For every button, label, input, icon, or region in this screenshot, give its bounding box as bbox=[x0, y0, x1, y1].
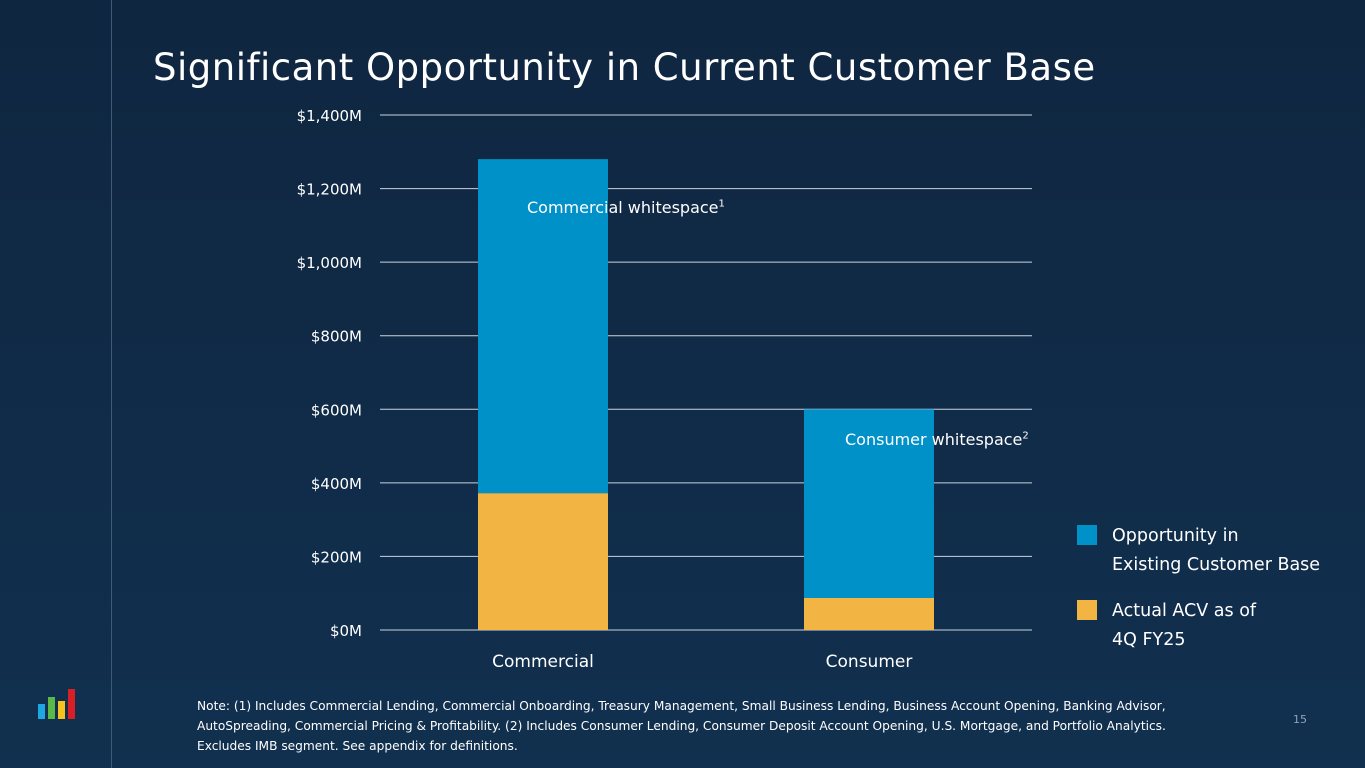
x-tick-label: Consumer bbox=[826, 652, 913, 672]
bar-segment bbox=[804, 597, 934, 630]
legend-item-actual-acv: Actual ACV as of 4Q FY25 bbox=[1077, 597, 1365, 655]
y-tick-label: $800M bbox=[311, 328, 362, 346]
annotation-text: Consumer whitespace bbox=[845, 430, 1023, 449]
y-tick-label: $600M bbox=[311, 401, 362, 419]
annotation-footnote: 1 bbox=[718, 198, 725, 210]
legend-swatch-blue bbox=[1077, 525, 1097, 545]
y-tick-label: $0M bbox=[330, 622, 362, 640]
y-tick-label: $1,000M bbox=[297, 254, 362, 272]
legend-label: Actual ACV as of bbox=[1112, 601, 1257, 621]
x-tick-label: Commercial bbox=[492, 652, 594, 672]
y-tick-label: $1,400M bbox=[297, 107, 362, 125]
legend-label: Existing Customer Base bbox=[1112, 555, 1321, 575]
bar-segment bbox=[804, 409, 934, 598]
annotation-commercial-whitespace: Commercial whitespace1 bbox=[527, 198, 725, 217]
company-logo-icon bbox=[38, 689, 75, 719]
legend-label: 4Q FY25 bbox=[1112, 630, 1186, 650]
bar-segment bbox=[478, 159, 608, 494]
legend-label: Opportunity in bbox=[1112, 526, 1239, 546]
page-title: Significant Opportunity in Current Custo… bbox=[153, 46, 1096, 89]
legend-swatch-yellow bbox=[1077, 600, 1097, 620]
bar-segment bbox=[478, 493, 608, 630]
divider-line bbox=[111, 0, 112, 768]
y-tick-label: $1,200M bbox=[297, 181, 362, 199]
annotation-text: Commercial whitespace bbox=[527, 198, 719, 217]
y-tick-label: $400M bbox=[311, 475, 362, 493]
y-tick-label: $200M bbox=[311, 548, 362, 566]
footnote: Note: (1) Includes Commercial Lending, C… bbox=[197, 699, 1166, 753]
page-number: 15 bbox=[1293, 713, 1307, 726]
annotation-consumer-whitespace: Consumer whitespace2 bbox=[845, 430, 1029, 449]
legend-item-opportunity: Opportunity in Existing Customer Base bbox=[1077, 522, 1365, 580]
annotation-footnote: 2 bbox=[1022, 430, 1029, 442]
